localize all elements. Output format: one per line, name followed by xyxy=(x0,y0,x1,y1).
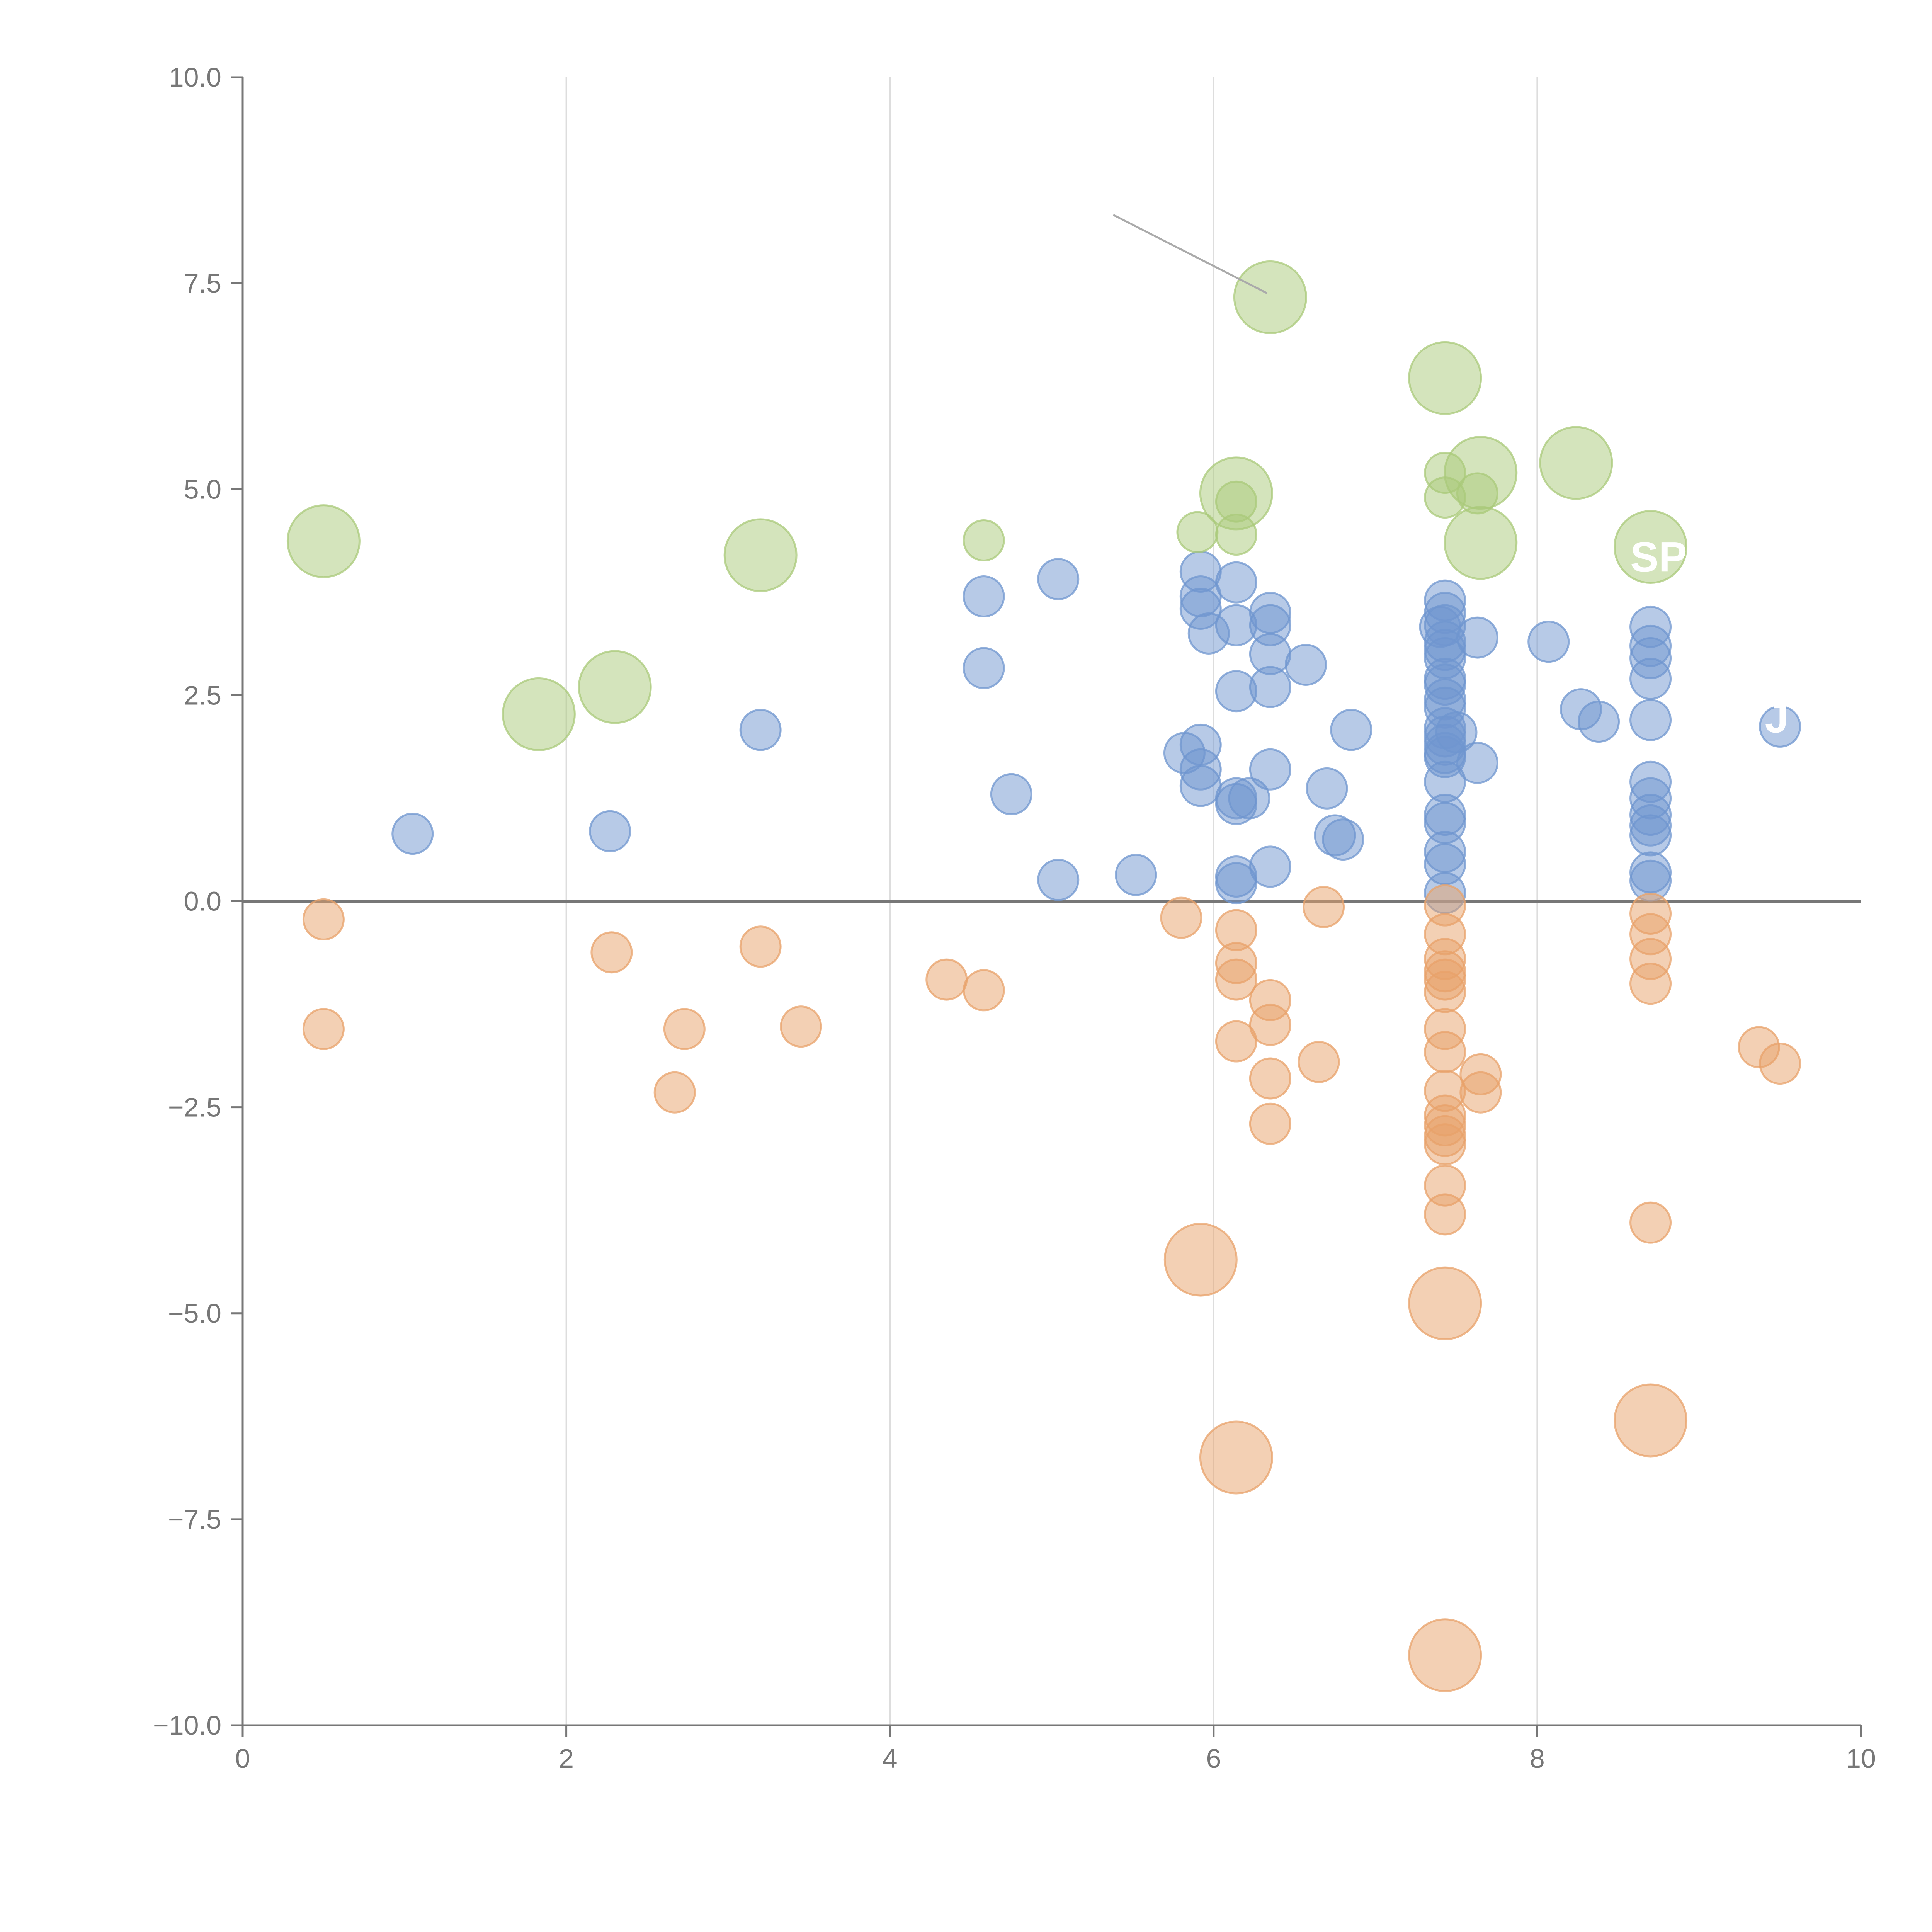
positive-point xyxy=(589,810,631,852)
positive-point xyxy=(1249,748,1291,791)
positive-point xyxy=(1249,845,1291,888)
positive-highlight-large-point xyxy=(723,518,798,592)
positive-point xyxy=(1629,814,1672,857)
x-tick-label: 10 xyxy=(1846,1743,1876,1774)
annotation-label: J xyxy=(1765,694,1789,742)
negative-point xyxy=(1298,1041,1340,1083)
annotation-label: SP xyxy=(1630,534,1687,581)
negative-point xyxy=(1759,1043,1801,1085)
y-tick-label: −2.5 xyxy=(168,1092,221,1122)
positive-point xyxy=(1179,765,1222,807)
positive-point xyxy=(963,575,1005,617)
negative-large-point xyxy=(1408,1618,1482,1692)
positive-highlight-large-point xyxy=(1199,456,1273,531)
positive-point xyxy=(1527,621,1570,663)
negative-point xyxy=(1424,1123,1466,1166)
data-points xyxy=(286,260,1801,1692)
positive-point xyxy=(990,773,1032,815)
y-tick-label: −10.0 xyxy=(153,1710,221,1740)
y-tick-label: 5.0 xyxy=(184,474,221,504)
positive-highlight-large-point xyxy=(578,650,652,724)
negative-point xyxy=(1424,1031,1466,1073)
positive-highlight-large-point xyxy=(502,677,576,751)
positive-highlight-large-point xyxy=(286,504,361,578)
negative-point xyxy=(663,1008,706,1050)
negative-point xyxy=(1249,1102,1291,1145)
positive-highlight-large-point xyxy=(1614,510,1688,584)
y-tick-label: 10.0 xyxy=(169,62,221,92)
positive-highlight-large-point xyxy=(1408,341,1482,415)
negative-point xyxy=(1303,886,1345,928)
positive-point xyxy=(1037,859,1080,901)
negative-point xyxy=(739,925,782,968)
annotations: SP J xyxy=(1630,534,1789,742)
negative-point xyxy=(1424,971,1466,1013)
negative-point xyxy=(1629,963,1672,1005)
y-tick-label: 2.5 xyxy=(184,680,221,710)
positive-highlight-large-point xyxy=(1539,426,1613,500)
negative-point xyxy=(653,1071,696,1114)
negative-point xyxy=(1249,1057,1291,1100)
negative-point xyxy=(963,969,1005,1012)
positive-highlight-large-point xyxy=(1444,436,1518,510)
y-tick-label: 0.0 xyxy=(184,886,221,917)
annotation-leaders xyxy=(1113,214,1268,294)
x-tick-label: 4 xyxy=(883,1743,898,1774)
negative-point xyxy=(1160,896,1202,939)
positive-point xyxy=(1456,742,1498,784)
negative-point xyxy=(1459,1071,1502,1114)
negative-point xyxy=(1215,1020,1257,1063)
positive-highlight-large-point xyxy=(1444,506,1518,580)
negative-point xyxy=(925,958,968,1001)
axes: 0 2 4 6 8 10 10.0 7.5 5.0 2.5 0.0 −2.5 −5.0 −7.5 −10.0 xyxy=(153,62,1876,1774)
positive-point xyxy=(1629,658,1672,700)
negative-point xyxy=(1424,1193,1466,1236)
positive-point xyxy=(1285,643,1327,686)
positive-point xyxy=(391,813,434,855)
positive-point xyxy=(1115,854,1157,896)
positive-highlight-large-point xyxy=(1233,260,1307,334)
x-tick-label: 2 xyxy=(559,1743,574,1774)
negative-large-point xyxy=(1163,1223,1238,1297)
negative-large-point xyxy=(1408,1266,1482,1340)
positive-point xyxy=(1759,705,1801,748)
x-tick-label: 6 xyxy=(1206,1743,1221,1774)
x-tick-label: 0 xyxy=(235,1743,250,1774)
negative-point xyxy=(1629,1201,1672,1244)
negative-point xyxy=(780,1005,822,1048)
positive-point xyxy=(1629,699,1672,741)
positive-point xyxy=(1322,818,1364,861)
positive-point xyxy=(1037,558,1080,600)
negative-large-point xyxy=(1614,1383,1688,1458)
positive-point xyxy=(1435,711,1478,753)
y-tick-label: 7.5 xyxy=(184,268,221,298)
negative-point xyxy=(590,931,633,974)
positive-point xyxy=(1306,767,1348,810)
negative-large-point xyxy=(1199,1420,1273,1495)
y-tick-label: −7.5 xyxy=(168,1504,221,1534)
annotation-leader-line xyxy=(1113,214,1268,294)
positive-point xyxy=(1578,701,1620,743)
negative-point xyxy=(1215,958,1257,1001)
negative-point xyxy=(1249,1003,1291,1046)
positive-point xyxy=(1228,777,1270,820)
positive-point xyxy=(1456,616,1498,659)
positive-point xyxy=(1249,666,1291,708)
positive-point xyxy=(963,647,1005,689)
y-tick-label: −5.0 xyxy=(168,1298,221,1328)
positive-point xyxy=(1215,561,1257,604)
positive-point xyxy=(1330,709,1372,751)
positive-highlight-point xyxy=(963,519,1005,561)
positive-point xyxy=(739,709,782,751)
positive-point xyxy=(1215,862,1257,905)
x-tick-label: 8 xyxy=(1530,1743,1545,1774)
negative-point xyxy=(302,1008,345,1050)
negative-point xyxy=(302,898,345,940)
